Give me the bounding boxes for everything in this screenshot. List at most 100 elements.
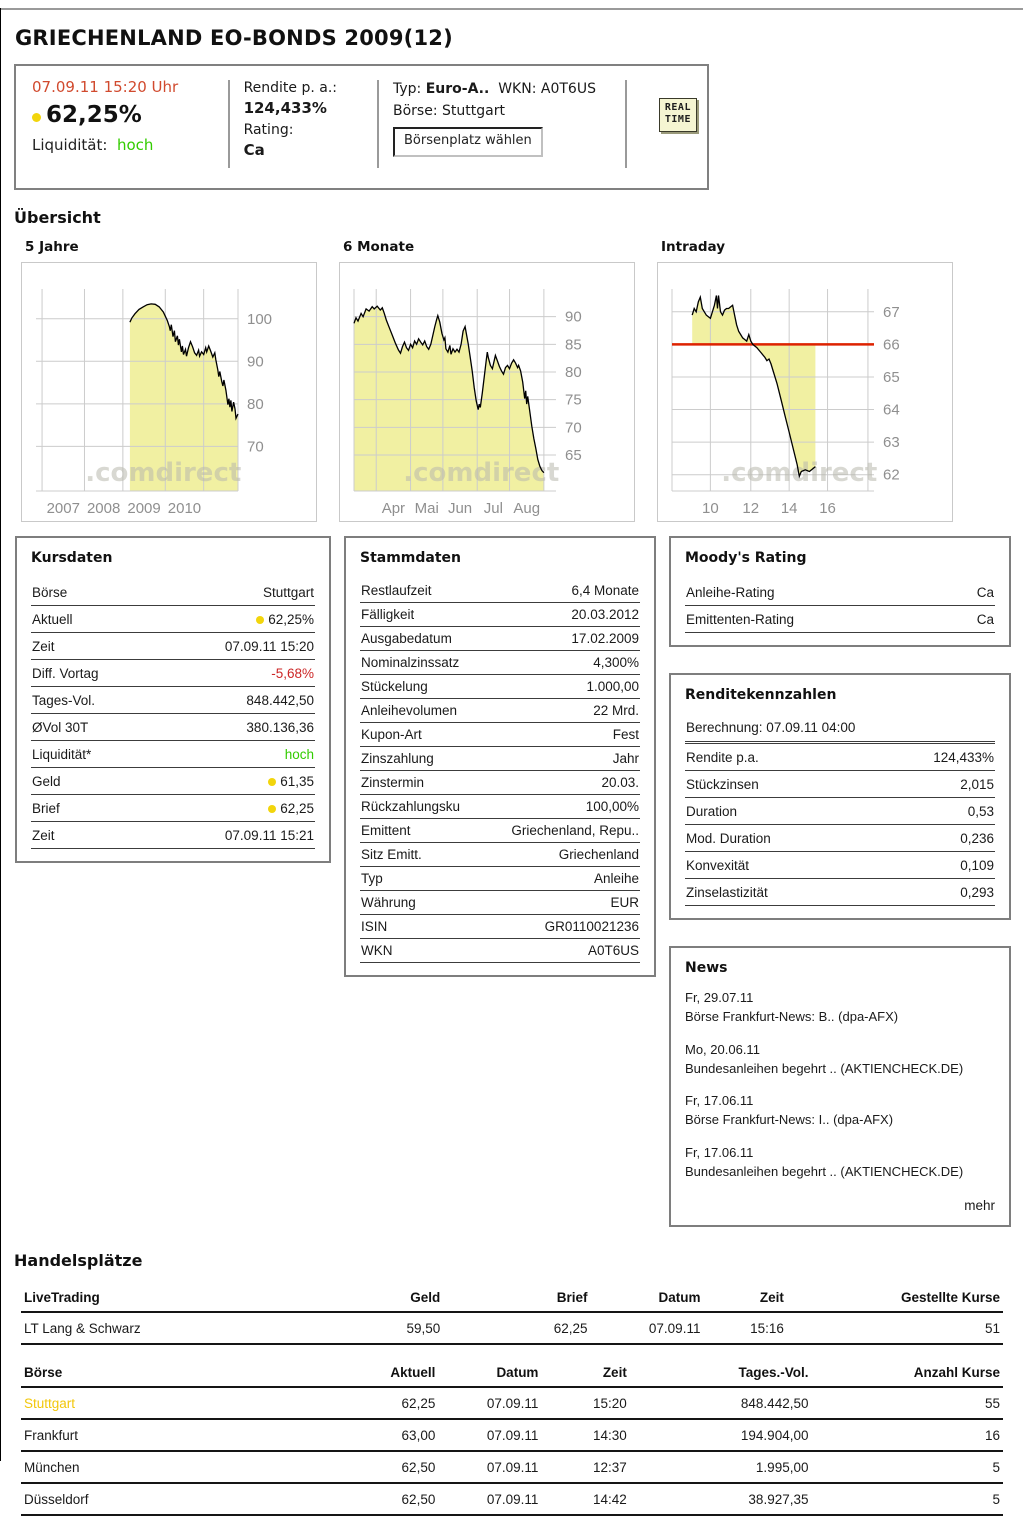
svg-text:75: 75	[565, 392, 582, 409]
news-more-link[interactable]: mehr	[964, 1197, 995, 1213]
row-label: Mod. Duration	[686, 831, 771, 846]
table-row: Emittent Griechenland, Repu..	[360, 819, 640, 843]
row-label: Diff. Vortag	[32, 666, 99, 681]
cell-value: 07.09.11	[438, 1482, 542, 1516]
svg-text:62: 62	[883, 467, 900, 484]
news-headline[interactable]: Börse Frankfurt-News: I.. (dpa-AFX)	[685, 1112, 894, 1128]
chart-svg: .comdirect 65 70 75 80 85 90 Apr Mai Jun Jul Aug	[353, 289, 582, 517]
table-header-row: LiveTrading Geld Brief Datum Zeit Gestellte K…	[21, 1283, 1003, 1313]
cell-value: 07.09.11	[438, 1386, 542, 1420]
cell-value: 62,25	[315, 1386, 439, 1420]
exchange-link[interactable]: Frankfurt	[21, 1418, 316, 1452]
row-value: 0,236	[960, 831, 994, 846]
quote-summary: 07.09.11 15:20 Uhr 62,25% Liquidität: ho…	[32, 78, 214, 178]
row-value: 1.000,00	[586, 679, 639, 694]
news-headline[interactable]: Börse Frankfurt-News: B.. (dpa-AFX)	[685, 1008, 899, 1024]
quote-header-box: 07.09.11 15:20 Uhr 62,25% Liquidität: ho…	[14, 64, 709, 190]
row-value: Griechenland	[558, 847, 639, 862]
svg-text:70: 70	[247, 438, 264, 455]
calculation-timestamp: Berechnung: 07.09.11 04:00	[685, 716, 995, 744]
table-row: Sitz Emitt. Griechenland	[360, 843, 640, 867]
row-label: Emittenten-Rating	[686, 612, 795, 627]
table-row: Konvexität 0,109	[685, 852, 995, 879]
exchange-link[interactable]: Stuttgart	[21, 1386, 316, 1420]
svg-text:2010: 2010	[168, 500, 201, 517]
svg-text:Jul: Jul	[484, 500, 503, 517]
yield-value: 124,433%	[243, 99, 327, 118]
row-value: Stuttgart	[262, 585, 314, 600]
row-label: Anleihe-Rating	[686, 585, 775, 600]
column-header: Zeit	[703, 1283, 787, 1313]
row-value: Ca	[976, 585, 994, 600]
type-wkn-row: Typ: Euro-A.. WKN: A0T6US	[392, 81, 596, 97]
column-header: Datum	[590, 1283, 704, 1313]
row-label: ØVol 30T	[32, 720, 89, 735]
exchange-link[interactable]: Düsseldorf	[21, 1482, 316, 1516]
news-headline[interactable]: Bundesanleihen begehrt .. (AKTIENCHECK.D…	[685, 1163, 964, 1179]
table-row: WKN A0T6US	[360, 939, 640, 963]
panel-heading: Renditekennzahlen	[685, 687, 837, 703]
page-title: GRIECHENLAND EO-BONDS 2009(12)	[15, 26, 453, 50]
chart-title: Intraday	[661, 239, 726, 255]
chart-canvas: .comdirect 65 70 75 80 85 90 Apr Mai Jun Jul Aug	[339, 262, 635, 522]
cell-value: 14:30	[541, 1418, 630, 1452]
row-value: Fest	[612, 727, 639, 742]
news-headline[interactable]: Bundesanleihen begehrt .. (AKTIENCHECK.D…	[685, 1060, 964, 1076]
row-value: 62,25	[268, 801, 314, 816]
table-row: Stückelung 1.000,00	[360, 675, 640, 699]
cell-value: 16	[811, 1418, 1003, 1452]
svg-text:65: 65	[883, 369, 900, 386]
row-label: Sitz Emitt.	[361, 847, 422, 862]
table-row: Stückzinsen 2,015	[685, 771, 995, 798]
svg-text:16: 16	[819, 500, 836, 517]
row-label: Rendite p.a.	[686, 750, 759, 765]
news-item: Fr, 17.06.11 Börse Frankfurt-News: I.. (d…	[685, 1092, 995, 1130]
svg-text:12: 12	[742, 500, 759, 517]
comdirect-watermark: .comdirect	[85, 458, 241, 488]
exchange-select-button[interactable]: Börsenplatz wählen	[392, 126, 543, 157]
table-row: Duration 0,53	[685, 798, 995, 825]
row-value: 0,53	[967, 804, 994, 819]
table-row: Typ Anleihe	[360, 867, 640, 891]
svg-text:14: 14	[781, 500, 798, 517]
row-label: Restlaufzeit	[361, 583, 432, 598]
table-row: Zeit 07.09.11 15:21	[31, 822, 315, 849]
svg-text:2008: 2008	[87, 500, 120, 517]
chart-title: 6 Monate	[343, 239, 415, 255]
news-item: Fr, 17.06.11 Bundesanleihen begehrt .. (A…	[685, 1144, 995, 1182]
row-value: Griechenland, Repu..	[511, 823, 639, 838]
cell-value: 59,50	[315, 1311, 444, 1345]
cell-value: 5	[811, 1450, 1003, 1484]
handelsplaetze-heading: Handelsplätze	[14, 1250, 143, 1270]
table-row: Brief 62,25	[31, 795, 315, 822]
table-row: Rückzahlungsku 100,00%	[360, 795, 640, 819]
yield-rating-block: Rendite p. a.: 124,433% Rating: Ca	[244, 78, 364, 178]
table-row: Anleihevolumen 22 Mrd.	[360, 699, 640, 723]
column-header: Aktuell	[315, 1358, 439, 1388]
row-label: Ausgabedatum	[361, 631, 452, 646]
quote-dot-icon	[268, 778, 277, 786]
svg-text:Mai: Mai	[415, 500, 439, 517]
row-label: Fälligkeit	[361, 607, 415, 622]
instrument-block: Typ: Euro-A.. WKN: A0T6US Börse: Stuttga…	[392, 78, 611, 178]
row-label: Zinszahlung	[361, 751, 434, 766]
row-value: 0,109	[960, 858, 994, 873]
cell-value: 12:37	[541, 1450, 630, 1484]
cell-value: 15:20	[541, 1386, 630, 1420]
row-value: 848.442,50	[246, 693, 314, 708]
exchange-link[interactable]: München	[21, 1450, 316, 1484]
row-label: Tages-Vol.	[32, 693, 96, 708]
chart-6-monate: 6 Monate .comdirect 65 70 75 80 85 90 Apr Mai Jun…	[339, 239, 635, 522]
panel-heading: News	[685, 960, 728, 976]
cell-value: 14:42	[541, 1482, 630, 1516]
row-value: Anleihe	[593, 871, 639, 886]
table-row: Aktuell 62,25%	[31, 606, 315, 633]
table-row: ØVol 30T 380.136,36	[31, 714, 315, 741]
chart-title: 5 Jahre	[25, 239, 79, 255]
type-value: Euro-A..	[425, 81, 490, 97]
data-panels: Kursdaten Börse Stuttgart Aktuell 62,25% Zei…	[15, 536, 1023, 1227]
moodys-rating-panel: Moody's Rating Anleihe-Rating Ca Emittente…	[669, 536, 1011, 647]
row-label: Anleihevolumen	[361, 703, 458, 718]
row-label: Rückzahlungsku	[361, 799, 461, 814]
